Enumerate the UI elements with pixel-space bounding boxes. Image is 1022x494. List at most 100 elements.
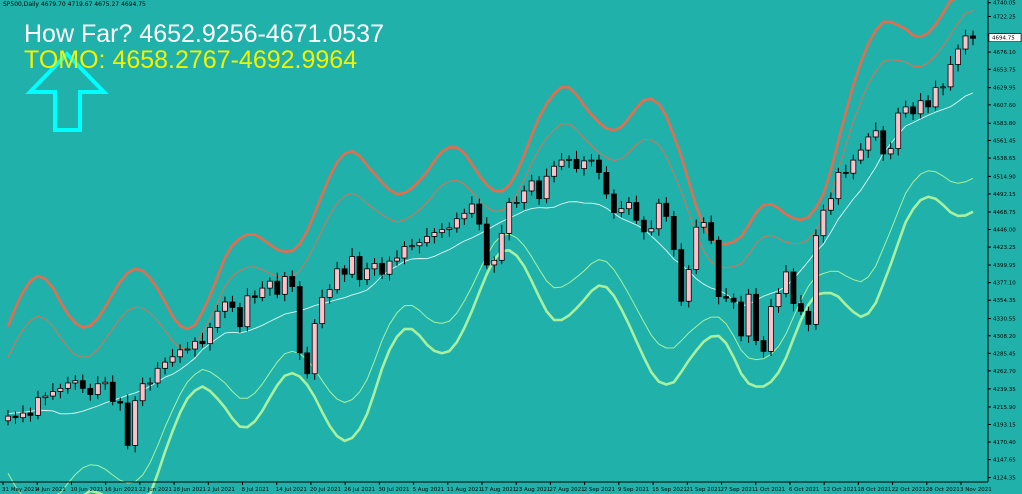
upper-envelope-thin [7, 10, 974, 359]
how-far-annotation: How Far? 4652.9256-4671.0537 [24, 20, 384, 48]
candle-body [259, 287, 266, 298]
upper-envelope-thick [6, 0, 956, 331]
x-tick-label: 21 Sep 2021 [686, 487, 721, 493]
y-tick-label: 4492.15 [993, 192, 1016, 198]
candle-body [708, 222, 715, 241]
candle-body [266, 280, 273, 289]
candle-body [109, 381, 116, 402]
candle-body [506, 202, 513, 234]
candle-body [603, 172, 610, 195]
candle-body [416, 242, 423, 247]
candle-body [678, 249, 685, 302]
x-tick-label: 12 Oct 2021 [823, 487, 857, 493]
candle-body [446, 227, 453, 230]
x-tick-label: 1 Oct 2021 [755, 487, 786, 493]
candle-body [528, 180, 535, 192]
lower-envelope-thick [83, 195, 974, 494]
x-tick-label: 20 Jul 2021 [310, 487, 341, 493]
x-tick-label: 16 Jun 2021 [105, 487, 138, 493]
x-tick-label: 27 Sep 2021 [721, 487, 756, 493]
x-tick-label: 18 Oct 2021 [857, 487, 891, 493]
candle-body [962, 35, 969, 50]
y-tick-label: 4308.20 [993, 334, 1016, 340]
candle-body [872, 130, 879, 138]
candle-body [386, 260, 393, 275]
candle-body [192, 340, 198, 350]
x-tick-label: 6 Oct 2021 [789, 487, 820, 493]
candle-body [902, 106, 909, 114]
candle-body [117, 401, 124, 404]
candle-body [49, 391, 56, 397]
candle-body [566, 158, 572, 161]
candle-body [842, 172, 849, 174]
candle-body [558, 159, 565, 167]
candle-body [319, 296, 326, 324]
x-tick-label: 10 Jun 2021 [70, 487, 103, 493]
candle-body [214, 310, 221, 328]
candle-body [87, 387, 94, 395]
candle-body [648, 228, 655, 233]
candle-body [296, 286, 303, 354]
candle-body [468, 203, 475, 214]
y-tick-label: 4170.40 [993, 440, 1016, 446]
candle-body [289, 276, 296, 287]
x-tick-label: 30 Jul 2021 [378, 487, 409, 493]
x-tick-label: 26 Jul 2021 [344, 487, 375, 493]
candle-body [745, 293, 752, 337]
y-tick-label: 4285.45 [993, 351, 1016, 357]
upper-envelope-thin [7, 10, 974, 359]
candle-body [700, 222, 707, 228]
lower-envelope-thin [7, 170, 974, 494]
x-tick-label: 5 Aug 2021 [413, 487, 445, 493]
candle-body [581, 160, 587, 169]
candle-body [880, 130, 887, 155]
candle-body [663, 202, 670, 217]
candle-body [184, 348, 191, 351]
candle-body [27, 412, 34, 416]
tomo-annotation: TOMO: 4658.2767-4692.9964 [24, 46, 358, 74]
candle-body [79, 380, 86, 389]
y-tick-label: 4239.35 [993, 387, 1016, 393]
y-tick-label: 4607.60 [993, 103, 1016, 109]
candle-body [715, 239, 722, 298]
candle-body [633, 202, 640, 221]
candle-body [611, 193, 617, 213]
candle-body [655, 202, 662, 230]
candle-body [334, 268, 341, 291]
candle-body [895, 112, 902, 149]
candle-body [618, 208, 625, 213]
x-tick-label: 2 Sep 2021 [584, 487, 615, 493]
y-tick-label: 4468.75 [993, 210, 1016, 216]
candle-body [887, 148, 894, 155]
candle-body [753, 293, 759, 341]
candle-body [670, 215, 677, 250]
candle-body [588, 159, 595, 162]
y-tick-label: 4514.90 [993, 174, 1016, 180]
candle-body [274, 280, 281, 295]
y-tick-label: 4629.95 [993, 86, 1016, 92]
candle-body [955, 48, 961, 65]
candle-body [222, 301, 228, 312]
middle-band-line [7, 92, 974, 415]
candle-body [35, 397, 41, 416]
x-tick-label: 28 Oct 2021 [926, 487, 960, 493]
candle-body [12, 415, 19, 419]
candle-body [72, 380, 79, 384]
lower-envelope-thick [83, 195, 974, 494]
x-tick-label: 15 Sep 2021 [652, 487, 687, 493]
candle-body [424, 236, 430, 244]
candle-body [132, 400, 139, 446]
candlestick-series [5, 29, 976, 453]
candle-body [244, 295, 251, 328]
x-tick-label: 14 Jul 2021 [276, 487, 307, 493]
candle-body [768, 306, 774, 352]
y-tick-label: 4377.10 [993, 281, 1016, 287]
candle-body [798, 303, 804, 312]
symbol-info: SP500,Daily 4679.70 4719.67 4675.27 4694… [3, 1, 146, 8]
candle-body [94, 383, 101, 395]
candle-body [124, 402, 131, 446]
x-tick-label: 9 Sep 2021 [618, 487, 649, 493]
x-tick-label: 3 Nov 2021 [960, 487, 992, 493]
